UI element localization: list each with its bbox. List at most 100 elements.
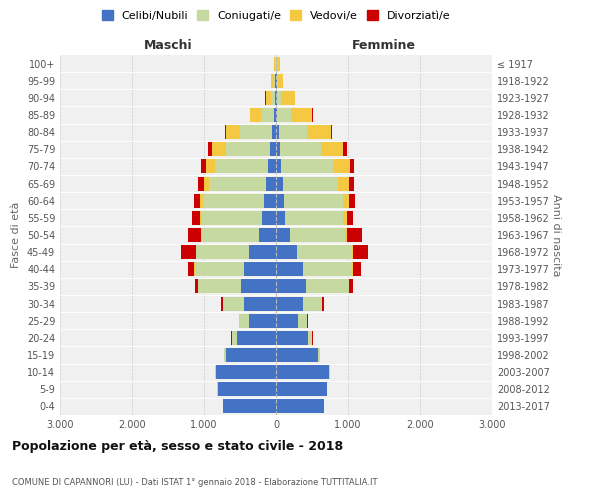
Bar	[250, 314, 276, 328]
Bar	[276, 245, 297, 259]
Bar	[215, 160, 268, 173]
Bar	[276, 382, 327, 396]
Bar	[307, 125, 331, 139]
Bar	[285, 211, 343, 225]
Bar	[274, 74, 275, 88]
Bar	[250, 108, 260, 122]
Bar	[353, 245, 368, 259]
Bar	[237, 331, 276, 345]
Bar	[349, 280, 353, 293]
Bar	[264, 194, 276, 207]
Bar	[278, 74, 283, 88]
Bar	[276, 348, 319, 362]
Bar	[292, 108, 312, 122]
Text: Popolazione per età, sesso e stato civile - 2018: Popolazione per età, sesso e stato civil…	[12, 440, 343, 453]
Bar	[319, 348, 320, 362]
Bar	[283, 176, 338, 190]
Bar	[266, 91, 271, 105]
Bar	[232, 331, 237, 345]
Bar	[218, 382, 276, 396]
Bar	[276, 331, 308, 345]
Bar	[281, 91, 295, 105]
Bar	[201, 160, 206, 173]
Bar	[194, 194, 200, 207]
Bar	[226, 125, 241, 139]
Bar	[276, 280, 306, 293]
Bar	[188, 262, 194, 276]
Bar	[280, 142, 321, 156]
Bar	[274, 56, 275, 70]
Bar	[275, 91, 276, 105]
Bar	[203, 176, 209, 190]
Bar	[332, 160, 350, 173]
Bar	[277, 91, 281, 105]
Bar	[277, 56, 280, 70]
Bar	[206, 160, 215, 173]
Bar	[200, 194, 203, 207]
Bar	[321, 142, 343, 156]
Bar	[277, 108, 292, 122]
Bar	[221, 296, 223, 310]
Bar	[212, 142, 226, 156]
Bar	[260, 108, 274, 122]
Bar	[343, 142, 347, 156]
Y-axis label: Fasce di età: Fasce di età	[11, 202, 21, 268]
Bar	[284, 194, 343, 207]
Bar	[276, 108, 277, 122]
Bar	[322, 296, 325, 310]
Bar	[266, 176, 276, 190]
Bar	[268, 160, 276, 173]
Bar	[203, 194, 264, 207]
Bar	[226, 142, 270, 156]
Bar	[308, 331, 313, 345]
Bar	[352, 245, 353, 259]
Bar	[224, 348, 226, 362]
Bar	[198, 176, 203, 190]
Bar	[350, 160, 354, 173]
Bar	[195, 280, 198, 293]
Bar	[279, 125, 307, 139]
Bar	[196, 245, 250, 259]
Bar	[276, 160, 281, 173]
Bar	[347, 211, 353, 225]
Bar	[276, 176, 283, 190]
Bar	[202, 228, 259, 242]
Bar	[276, 400, 323, 413]
Bar	[244, 296, 276, 310]
Bar	[241, 280, 276, 293]
Bar	[349, 176, 355, 190]
Bar	[271, 91, 275, 105]
Bar	[208, 142, 212, 156]
Bar	[346, 228, 347, 242]
Bar	[271, 74, 274, 88]
Bar	[276, 262, 302, 276]
Bar	[290, 228, 346, 242]
Bar	[244, 262, 276, 276]
Bar	[200, 211, 202, 225]
Bar	[194, 262, 244, 276]
Bar	[302, 262, 352, 276]
Bar	[276, 142, 280, 156]
Bar	[270, 142, 276, 156]
Text: COMUNE DI CAPANNORI (LU) - Dati ISTAT 1° gennaio 2018 - Elaborazione TUTTITALIA.: COMUNE DI CAPANNORI (LU) - Dati ISTAT 1°…	[12, 478, 377, 487]
Bar	[274, 108, 276, 122]
Bar	[209, 176, 266, 190]
Bar	[331, 125, 332, 139]
Text: Maschi: Maschi	[143, 38, 193, 52]
Bar	[349, 194, 355, 207]
Bar	[241, 125, 272, 139]
Bar	[223, 296, 244, 310]
Bar	[198, 280, 241, 293]
Bar	[343, 211, 347, 225]
Text: Femmine: Femmine	[352, 38, 416, 52]
Bar	[277, 74, 278, 88]
Bar	[188, 228, 200, 242]
Bar	[347, 228, 362, 242]
Bar	[226, 348, 276, 362]
Bar	[297, 245, 352, 259]
Bar	[338, 176, 349, 190]
Bar	[202, 211, 262, 225]
Bar	[306, 280, 349, 293]
Bar	[276, 314, 298, 328]
Bar	[302, 296, 322, 310]
